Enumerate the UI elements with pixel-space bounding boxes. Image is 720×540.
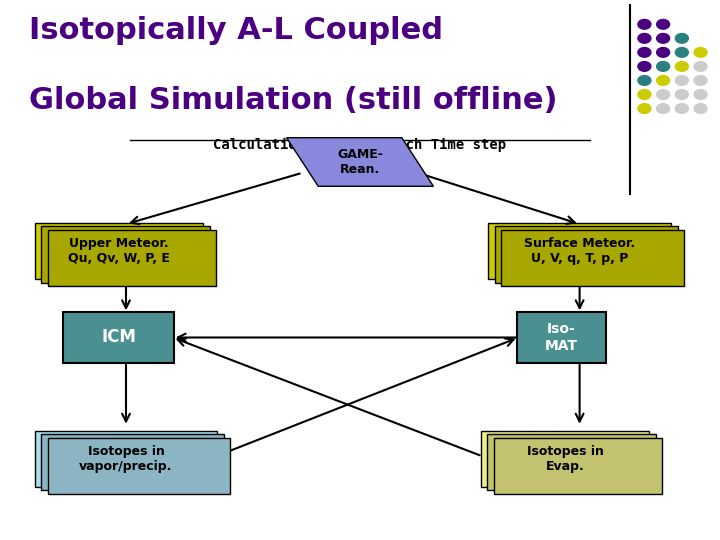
FancyBboxPatch shape xyxy=(481,431,649,487)
Circle shape xyxy=(694,76,707,85)
FancyBboxPatch shape xyxy=(35,223,203,279)
FancyBboxPatch shape xyxy=(488,223,671,279)
Circle shape xyxy=(657,76,670,85)
Circle shape xyxy=(694,104,707,113)
FancyBboxPatch shape xyxy=(487,434,656,490)
FancyBboxPatch shape xyxy=(495,226,678,282)
Circle shape xyxy=(638,76,651,85)
Circle shape xyxy=(638,104,651,113)
FancyBboxPatch shape xyxy=(35,431,217,487)
FancyBboxPatch shape xyxy=(48,230,216,286)
Circle shape xyxy=(657,33,670,43)
Circle shape xyxy=(638,62,651,71)
Circle shape xyxy=(675,76,688,85)
Text: Upper Meteor.
Qu, Qv, W, P, E: Upper Meteor. Qu, Qv, W, P, E xyxy=(68,237,170,265)
FancyBboxPatch shape xyxy=(501,230,684,286)
Circle shape xyxy=(675,104,688,113)
FancyBboxPatch shape xyxy=(494,438,662,494)
Circle shape xyxy=(638,19,651,29)
Text: Calculation flow for Each Time step: Calculation flow for Each Time step xyxy=(213,138,507,152)
Circle shape xyxy=(657,19,670,29)
Circle shape xyxy=(638,48,651,57)
FancyBboxPatch shape xyxy=(63,312,174,363)
Polygon shape xyxy=(287,138,433,186)
Circle shape xyxy=(638,33,651,43)
Circle shape xyxy=(675,62,688,71)
Text: Iso-
MAT: Iso- MAT xyxy=(545,322,578,353)
FancyBboxPatch shape xyxy=(517,312,606,363)
Circle shape xyxy=(694,90,707,99)
Circle shape xyxy=(657,62,670,71)
FancyBboxPatch shape xyxy=(48,438,230,494)
Circle shape xyxy=(657,48,670,57)
Circle shape xyxy=(675,48,688,57)
FancyBboxPatch shape xyxy=(41,226,210,282)
Text: Global Simulation (still offline): Global Simulation (still offline) xyxy=(29,86,557,116)
Text: Surface Meteor.
U, V, q, T, p, P: Surface Meteor. U, V, q, T, p, P xyxy=(524,237,635,265)
Circle shape xyxy=(638,90,651,99)
Text: GAME-
Rean.: GAME- Rean. xyxy=(337,148,383,176)
Circle shape xyxy=(675,33,688,43)
Text: Isotopes in
Evap.: Isotopes in Evap. xyxy=(527,445,603,473)
Circle shape xyxy=(657,104,670,113)
Circle shape xyxy=(694,62,707,71)
FancyBboxPatch shape xyxy=(41,434,224,490)
Text: Isotopically A-L Coupled: Isotopically A-L Coupled xyxy=(29,16,443,45)
Circle shape xyxy=(657,90,670,99)
Circle shape xyxy=(675,90,688,99)
Circle shape xyxy=(694,48,707,57)
Text: Isotopes in
vapor/precip.: Isotopes in vapor/precip. xyxy=(79,445,173,473)
Text: ICM: ICM xyxy=(102,328,136,347)
